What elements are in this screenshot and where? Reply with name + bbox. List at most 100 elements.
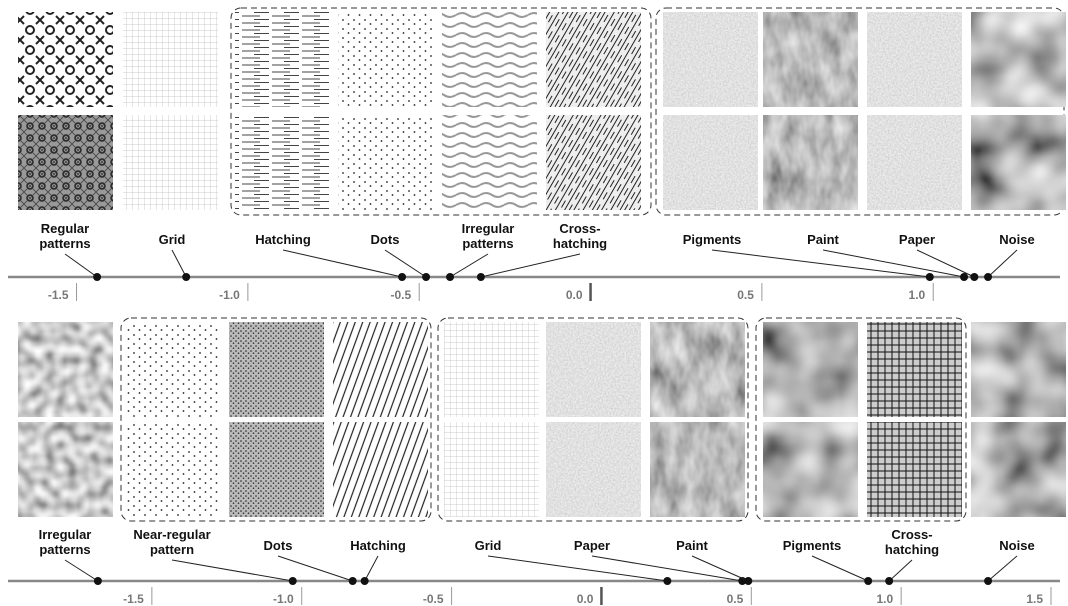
texture-image bbox=[867, 322, 962, 417]
tick-label: 1.0 bbox=[909, 288, 926, 302]
category-label: Cross-hatching bbox=[552, 221, 608, 251]
texture-image bbox=[125, 322, 220, 417]
leader-line bbox=[282, 249, 403, 278]
tick-label: 0.0 bbox=[566, 288, 583, 302]
leader-line bbox=[487, 555, 668, 582]
texture-image bbox=[338, 115, 433, 210]
texture-image bbox=[650, 322, 745, 417]
texture-image bbox=[229, 422, 324, 517]
category-label: Grid bbox=[474, 538, 502, 553]
tick-label: 1.5 bbox=[1026, 592, 1043, 606]
texture-image bbox=[867, 115, 962, 210]
leader-line bbox=[277, 555, 353, 582]
tick-label: 0.5 bbox=[737, 288, 754, 302]
category-label: Pigments bbox=[782, 538, 842, 553]
texture-image bbox=[867, 422, 962, 517]
texture-image bbox=[971, 12, 1066, 107]
leader-line bbox=[64, 253, 98, 278]
group-box bbox=[120, 317, 432, 522]
texture-image bbox=[333, 422, 428, 517]
category-label: Irregular patterns bbox=[461, 221, 515, 251]
leader-line bbox=[691, 555, 749, 582]
category-label: Irregular patterns bbox=[38, 527, 92, 557]
tick-label: 0.0 bbox=[577, 592, 594, 606]
texture-image bbox=[338, 12, 433, 107]
data-dot bbox=[360, 577, 369, 585]
category-label: Noise bbox=[999, 538, 1035, 553]
leader-line bbox=[822, 249, 965, 278]
category-label: Regular patterns bbox=[39, 221, 91, 251]
tick-label: -1.5 bbox=[123, 592, 144, 606]
data-dot bbox=[476, 273, 485, 281]
leader-line bbox=[171, 559, 293, 582]
texture-image bbox=[546, 422, 641, 517]
texture-image bbox=[123, 115, 218, 210]
texture-image bbox=[663, 115, 758, 210]
texture-image bbox=[18, 115, 113, 210]
leader-line bbox=[384, 249, 427, 278]
leader-line bbox=[987, 249, 1018, 278]
data-dot bbox=[348, 577, 357, 585]
tick-label: 0.5 bbox=[727, 592, 744, 606]
category-label: Hatching bbox=[350, 538, 406, 553]
texture-image bbox=[546, 322, 641, 417]
category-label: Paper bbox=[898, 232, 936, 247]
leader-line bbox=[916, 249, 975, 278]
category-label: Pigments bbox=[682, 232, 742, 247]
group-box bbox=[230, 7, 652, 216]
tick-label: -1.0 bbox=[219, 288, 240, 302]
category-label: Dots bbox=[263, 538, 293, 553]
texture-image bbox=[971, 422, 1066, 517]
texture-image bbox=[546, 12, 641, 107]
texture-image bbox=[229, 322, 324, 417]
data-dot bbox=[925, 273, 934, 281]
texture-image bbox=[442, 12, 537, 107]
leader-line bbox=[364, 555, 379, 582]
data-dot bbox=[744, 577, 753, 585]
data-dot bbox=[398, 273, 407, 281]
leader-line bbox=[987, 555, 1018, 582]
data-dot bbox=[984, 577, 993, 585]
data-dot bbox=[446, 273, 455, 281]
category-label: Noise bbox=[999, 232, 1035, 247]
data-dot bbox=[182, 273, 191, 281]
texture-image bbox=[763, 322, 858, 417]
leader-line bbox=[811, 555, 869, 582]
tick-label: -0.5 bbox=[391, 288, 412, 302]
leader-line bbox=[64, 559, 99, 582]
data-dot bbox=[422, 273, 431, 281]
tick-label: -1.0 bbox=[273, 592, 294, 606]
leader-line bbox=[171, 249, 187, 278]
texture-image bbox=[235, 12, 330, 107]
category-label: Paint bbox=[807, 232, 839, 247]
data-dot bbox=[984, 273, 993, 281]
texture-image bbox=[18, 12, 113, 107]
group-box bbox=[655, 7, 1065, 216]
group-box bbox=[755, 317, 967, 522]
texture-image bbox=[442, 115, 537, 210]
category-label: Paint bbox=[676, 538, 708, 553]
data-dot bbox=[960, 273, 969, 281]
leader-line bbox=[480, 253, 581, 278]
texture-image bbox=[663, 12, 758, 107]
texture-image bbox=[18, 322, 113, 417]
category-label: Dots bbox=[370, 232, 400, 247]
texture-image bbox=[763, 422, 858, 517]
texture-image bbox=[333, 322, 428, 417]
leader-line bbox=[711, 249, 930, 278]
category-label: Grid bbox=[158, 232, 186, 247]
texture-image bbox=[867, 12, 962, 107]
texture-image bbox=[546, 115, 641, 210]
texture-image bbox=[235, 115, 330, 210]
leader-line bbox=[591, 555, 743, 582]
leader-line bbox=[449, 253, 489, 278]
texture-image bbox=[444, 422, 539, 517]
category-label: Hatching bbox=[255, 232, 311, 247]
texture-image bbox=[123, 12, 218, 107]
texture-image bbox=[971, 115, 1066, 210]
tick-label: -0.5 bbox=[423, 592, 444, 606]
leader-line bbox=[888, 559, 913, 582]
data-dot bbox=[93, 577, 102, 585]
